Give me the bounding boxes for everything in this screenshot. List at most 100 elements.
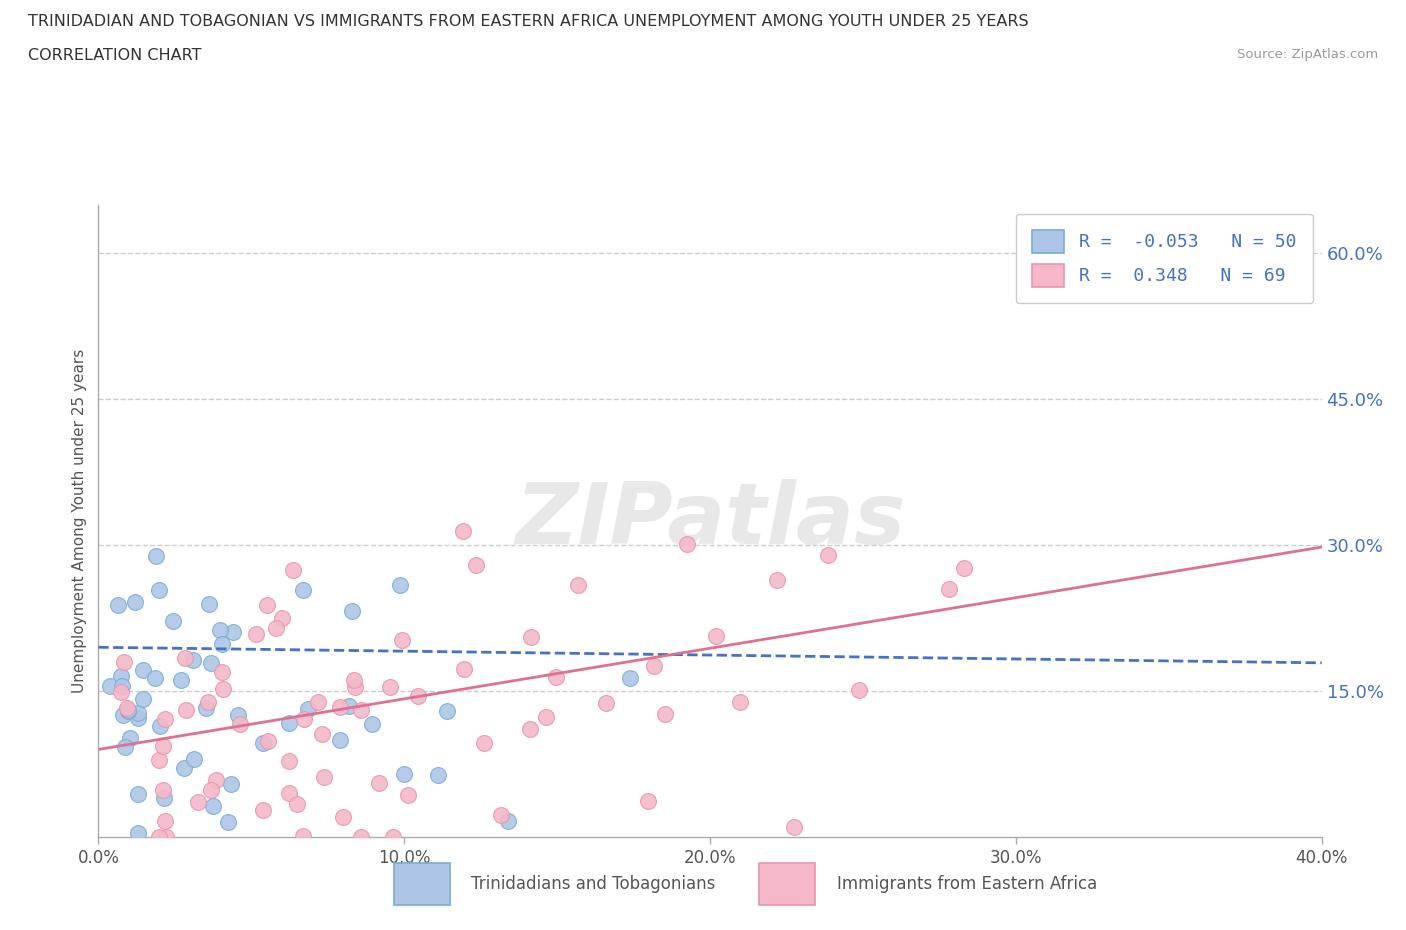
Point	[200, 656, 222, 671]
Point	[148, 752, 170, 767]
Point	[264, 621, 287, 636]
Text: CORRELATION CHART: CORRELATION CHART	[28, 48, 201, 63]
Point	[117, 704, 139, 719]
Point	[382, 830, 405, 844]
Point	[198, 596, 221, 611]
Point	[704, 628, 727, 643]
Point	[453, 661, 475, 676]
Point	[637, 793, 659, 808]
Point	[132, 662, 155, 677]
Point	[396, 788, 419, 803]
Point	[464, 558, 486, 573]
Point	[110, 669, 132, 684]
Point	[567, 578, 589, 592]
Point	[197, 695, 219, 710]
Point	[472, 736, 495, 751]
Point	[222, 625, 245, 640]
Y-axis label: Unemployment Among Youth under 25 years: Unemployment Among Youth under 25 years	[72, 349, 87, 693]
Point	[155, 830, 177, 844]
Point	[294, 711, 316, 726]
Point	[406, 689, 429, 704]
Point	[127, 787, 149, 802]
Point	[181, 653, 204, 668]
Text: TRINIDADIAN AND TOBAGONIAN VS IMMIGRANTS FROM EASTERN AFRICA UNEMPLOYMENT AMONG : TRINIDADIAN AND TOBAGONIAN VS IMMIGRANTS…	[28, 14, 1029, 29]
Point	[519, 722, 541, 737]
Point	[212, 682, 235, 697]
Point	[766, 573, 789, 588]
Point	[426, 767, 449, 782]
Point	[127, 826, 149, 841]
Point	[114, 739, 136, 754]
Point	[728, 695, 751, 710]
Point	[219, 777, 242, 791]
Point	[112, 654, 135, 669]
Point	[115, 700, 138, 715]
Point	[389, 578, 412, 592]
Point	[277, 716, 299, 731]
Point	[534, 710, 557, 724]
Point	[391, 632, 413, 647]
Point	[285, 796, 308, 811]
FancyBboxPatch shape	[394, 863, 450, 905]
Point	[252, 736, 274, 751]
Point	[112, 708, 135, 723]
Point	[256, 597, 278, 612]
Point	[392, 767, 415, 782]
Point	[292, 583, 315, 598]
Point	[127, 706, 149, 721]
Point	[183, 751, 205, 766]
Point	[173, 761, 195, 776]
Point	[595, 696, 617, 711]
Point	[170, 672, 193, 687]
Point	[205, 773, 228, 788]
Point	[337, 698, 360, 713]
Point	[378, 679, 401, 694]
Point	[519, 630, 541, 644]
Point	[491, 807, 513, 822]
Point	[117, 703, 139, 718]
Point	[329, 733, 352, 748]
Point	[211, 637, 233, 652]
Legend: R =  -0.053   N = 50, R =  0.348   N = 69: R = -0.053 N = 50, R = 0.348 N = 69	[1015, 214, 1313, 303]
Point	[271, 611, 294, 626]
Point	[292, 829, 315, 844]
Point	[174, 651, 197, 666]
Point	[127, 711, 149, 725]
Point	[124, 594, 146, 609]
Text: Trinidadians and Tobagonians: Trinidadians and Tobagonians	[471, 875, 716, 893]
Point	[312, 770, 335, 785]
Point	[200, 782, 222, 797]
Point	[118, 731, 141, 746]
Point	[226, 708, 249, 723]
Point	[187, 794, 209, 809]
Point	[98, 679, 121, 694]
Point	[783, 819, 806, 834]
Point	[148, 582, 170, 597]
Point	[451, 524, 474, 538]
Point	[436, 703, 458, 718]
Point	[350, 703, 373, 718]
Point	[350, 830, 373, 844]
Point	[252, 803, 274, 817]
Point	[676, 537, 699, 551]
Point	[145, 549, 167, 564]
Point	[143, 671, 166, 685]
Text: Source: ZipAtlas.com: Source: ZipAtlas.com	[1237, 48, 1378, 61]
Point	[307, 695, 329, 710]
Point	[277, 754, 299, 769]
Point	[297, 702, 319, 717]
Point	[111, 679, 134, 694]
Point	[217, 815, 239, 830]
Point	[278, 785, 301, 800]
Point	[148, 830, 170, 844]
Point	[367, 775, 389, 790]
Text: ZIPatlas: ZIPatlas	[515, 479, 905, 563]
Point	[153, 711, 176, 726]
Point	[152, 783, 174, 798]
Point	[152, 738, 174, 753]
Point	[332, 810, 354, 825]
Point	[245, 627, 267, 642]
Point	[619, 671, 641, 685]
Point	[162, 614, 184, 629]
Point	[174, 702, 197, 717]
